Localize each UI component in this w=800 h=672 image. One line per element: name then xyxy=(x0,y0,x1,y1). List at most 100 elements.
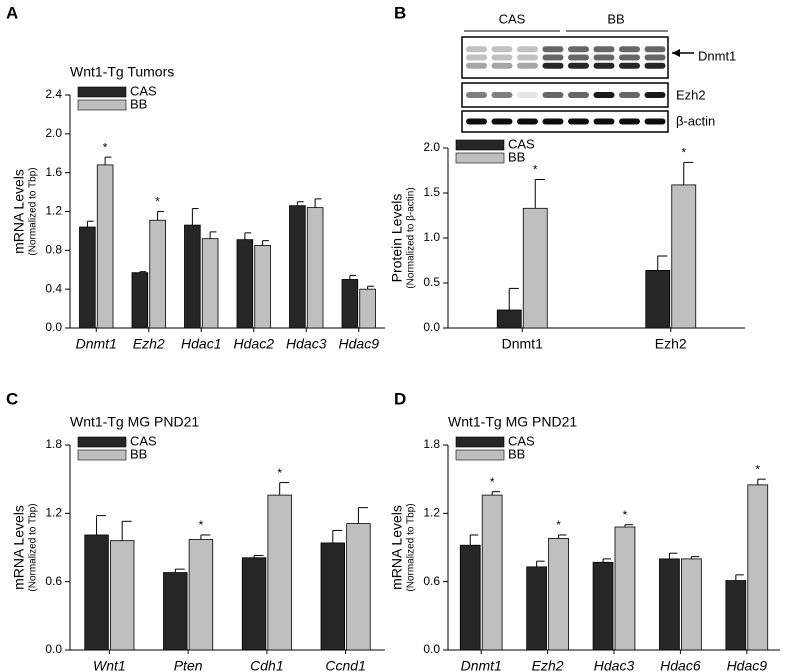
significance-marker: * xyxy=(155,195,160,209)
bar xyxy=(306,207,324,329)
blot-band xyxy=(517,92,538,98)
legend-label: BB xyxy=(130,96,147,111)
legend-label: CAS xyxy=(130,433,157,448)
x-tick-label: Hdac3 xyxy=(594,658,635,672)
legend-swatch xyxy=(455,139,505,151)
y-tick-label: 0.6 xyxy=(423,574,440,588)
legend-swatch xyxy=(455,436,505,448)
y-axis-label: mRNA Levels xyxy=(389,505,405,590)
bar xyxy=(289,205,306,329)
x-tick-label: Dnmt1 xyxy=(502,336,543,352)
y-tick-label: 1.8 xyxy=(45,437,62,451)
blot-frame xyxy=(461,110,669,133)
y-axis-label: Protein Levels xyxy=(389,194,405,283)
blot-group-label: CAS xyxy=(499,11,526,26)
blot-band xyxy=(466,54,487,61)
y-tick-label: 1.6 xyxy=(45,165,62,179)
x-tick-label: Ezh2 xyxy=(655,336,687,352)
blot-band xyxy=(593,118,615,125)
blot-band xyxy=(568,62,589,69)
bar xyxy=(341,279,359,329)
legend-label: BB xyxy=(130,446,147,461)
blot-band-label: Dnmt1 xyxy=(698,48,736,63)
bar xyxy=(659,558,680,651)
legend-label: CAS xyxy=(508,136,535,151)
y-tick-label: 2.0 xyxy=(423,140,440,154)
blot-band xyxy=(644,46,666,53)
bar xyxy=(681,558,702,651)
chart-title: Wnt1-Tg MG PND21 xyxy=(70,414,199,430)
blot-band xyxy=(619,54,640,61)
legend-swatch xyxy=(77,436,127,448)
blot-band xyxy=(517,46,538,53)
blot-band xyxy=(644,118,666,125)
blot-band xyxy=(568,54,589,61)
bar xyxy=(592,561,614,651)
panel-label: D xyxy=(394,389,406,408)
blot-band xyxy=(593,92,615,98)
bar xyxy=(79,226,96,329)
bar xyxy=(320,542,346,651)
y-tick-label: 2.0 xyxy=(45,126,62,140)
bar xyxy=(109,540,135,651)
blot-band xyxy=(593,62,615,69)
bar xyxy=(184,224,201,329)
y-tick-label: 1.8 xyxy=(423,437,440,451)
panel-label: C xyxy=(6,389,18,408)
significance-marker: * xyxy=(556,518,561,532)
legend-swatch xyxy=(455,152,505,164)
x-tick-label: Hdac9 xyxy=(727,658,768,672)
significance-marker: * xyxy=(755,462,760,476)
blot-band xyxy=(568,46,589,53)
blot-band xyxy=(491,118,513,125)
y-tick-label: 0.8 xyxy=(45,243,62,257)
legend-swatch xyxy=(77,449,127,461)
blot-band xyxy=(644,62,666,69)
blot-band xyxy=(593,46,615,53)
x-tick-label: Hdac1 xyxy=(181,336,221,352)
bar xyxy=(614,526,636,651)
x-tick-label: Hdac9 xyxy=(339,336,380,352)
y-tick-label: 0.6 xyxy=(45,574,62,588)
y-axis-sublabel: (Normalized to Tbp) xyxy=(406,503,417,591)
x-tick-label: Ezh2 xyxy=(133,336,165,352)
blot-band xyxy=(517,118,538,125)
y-tick-label: 0.0 xyxy=(423,320,440,334)
bar xyxy=(163,572,188,651)
y-tick-label: 1.2 xyxy=(45,506,62,520)
panel-label: B xyxy=(394,3,406,22)
y-tick-label: 0.4 xyxy=(45,281,62,295)
significance-marker: * xyxy=(199,518,204,532)
bar xyxy=(522,207,548,329)
bar xyxy=(267,494,292,651)
y-axis-sublabel: (Normalized to β-actin) xyxy=(406,187,417,288)
blot-band xyxy=(542,118,564,125)
significance-marker: * xyxy=(681,146,686,160)
significance-marker: * xyxy=(490,475,495,489)
blot-band xyxy=(542,46,564,53)
significance-marker: * xyxy=(623,508,628,522)
x-tick-label: Cdh1 xyxy=(250,658,283,672)
legend-swatch xyxy=(77,86,127,98)
chart-title: Wnt1-Tg Tumors xyxy=(70,64,174,80)
blot-band-label: β-actin xyxy=(676,113,715,128)
bar xyxy=(346,523,371,651)
x-tick-label: Hdac6 xyxy=(660,658,701,672)
legend-label: CAS xyxy=(130,83,157,98)
blot-band xyxy=(593,54,615,61)
significance-marker: * xyxy=(103,140,108,154)
x-tick-label: Wnt1 xyxy=(93,658,126,672)
x-tick-label: Pten xyxy=(174,658,203,672)
bar xyxy=(548,537,569,651)
bar xyxy=(526,566,547,651)
y-tick-label: 2.4 xyxy=(45,87,62,101)
blot-band xyxy=(644,92,666,98)
blot-band xyxy=(517,54,538,61)
x-tick-label: Ccnd1 xyxy=(325,658,365,672)
bar xyxy=(359,288,376,329)
legend-swatch xyxy=(455,449,505,461)
blot-arrow-head xyxy=(672,49,680,57)
blot-band xyxy=(491,62,513,69)
blot-band xyxy=(491,46,513,53)
chart-title: Wnt1-Tg MG PND21 xyxy=(448,414,577,430)
